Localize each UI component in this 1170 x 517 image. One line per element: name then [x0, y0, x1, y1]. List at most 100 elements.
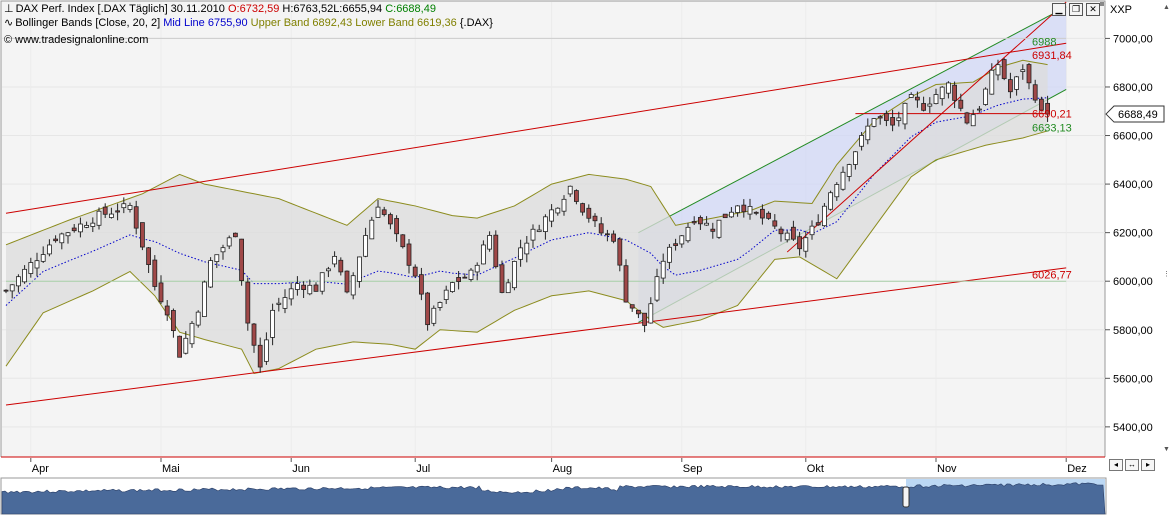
vertical-grip-icon[interactable]: ⋮: [1163, 271, 1170, 278]
candle-body: [512, 261, 517, 289]
candle-body: [580, 203, 585, 213]
candle-body: [1008, 79, 1013, 93]
close-icon[interactable]: ✕: [1086, 3, 1100, 16]
trend-line: [5, 42, 1067, 214]
x-tick-label: Nov: [937, 463, 957, 475]
candle-body: [735, 205, 740, 213]
candle-body: [772, 220, 778, 227]
candle-body: [208, 260, 214, 288]
price-label: 6633,13: [1032, 122, 1072, 134]
candle-body: [431, 307, 437, 324]
candle-body: [412, 266, 418, 277]
candle-body: [301, 284, 307, 290]
candle-body: [574, 190, 579, 202]
scroll-controls: ◂ ↔ ▸: [1109, 459, 1155, 471]
x-tick-label: Okt: [807, 463, 824, 475]
candle-body: [1039, 98, 1044, 111]
candle-body: [226, 237, 232, 247]
legend-indicator: ∿ Bollinger Bands [Close, 20, 2] Mid Line…: [4, 17, 493, 30]
x-tick-label: Mai: [162, 463, 180, 475]
candle-body: [487, 235, 493, 250]
candle-body: [995, 64, 1001, 76]
scroll-down-icon[interactable]: ▼: [1163, 446, 1170, 453]
candle-body: [338, 259, 344, 273]
candle-body: [34, 260, 40, 269]
candle-body: [406, 243, 412, 266]
low-value: L:6655,94: [333, 3, 383, 15]
candle-body: [536, 229, 542, 232]
price-label: 6988: [1032, 36, 1056, 48]
scroll-up-icon[interactable]: ▲: [1163, 4, 1170, 11]
candle-body: [890, 117, 895, 126]
copyright-text: © www.tradesignalonline.com: [4, 34, 149, 46]
instrument-title: DAX Perf. Index [.DAX Täglich] 30.11.201…: [15, 3, 225, 15]
candle-body: [257, 344, 263, 368]
candle-body: [586, 207, 592, 219]
candle-body: [139, 222, 145, 248]
candle-body: [698, 217, 703, 225]
candle-body: [263, 339, 269, 362]
candle-body: [480, 244, 486, 265]
candle-body: [84, 225, 89, 228]
candle-body: [691, 221, 697, 224]
candle-body: [567, 185, 573, 195]
candle-body: [989, 69, 995, 95]
candle-body: [133, 206, 139, 229]
scroll-right-icon[interactable]: ▸: [1141, 459, 1155, 471]
trend-line: [786, 1, 1067, 253]
candle-body: [902, 102, 908, 125]
candle-body: [189, 322, 195, 345]
candle-body: [387, 214, 393, 225]
trend-lines[interactable]: [5, 1, 1067, 406]
candle-body: [834, 184, 840, 198]
candle-body: [815, 222, 821, 226]
candle-body: [71, 227, 77, 232]
candle-body: [983, 88, 988, 105]
candle-body: [282, 297, 288, 309]
candle-body: [605, 233, 610, 236]
y-tick-label: 6400,00: [1113, 179, 1153, 191]
open-value: O:6732,59: [227, 3, 280, 15]
overview-navigator[interactable]: [0, 477, 1107, 515]
band-fill: [6, 60, 1048, 374]
candle-body: [220, 247, 226, 253]
candle-body: [474, 264, 480, 273]
axis-mode-button[interactable]: XXP: [1110, 4, 1133, 16]
candle-body: [679, 235, 685, 245]
candle-body: [518, 247, 523, 260]
candle-body: [822, 205, 827, 227]
x-tick-label: Sep: [683, 463, 703, 475]
candle-body: [195, 311, 201, 326]
candle-body: [741, 204, 747, 213]
restore-icon[interactable]: ❐: [1069, 3, 1083, 16]
x-tick-label: Jul: [416, 463, 430, 475]
scroll-left-icon[interactable]: ◂: [1109, 459, 1123, 471]
y-tick-label: 7000,00: [1113, 33, 1153, 45]
candle-body: [915, 96, 920, 101]
minimize-icon[interactable]: ▁: [1052, 3, 1066, 16]
candle-body: [183, 337, 189, 354]
candle-body: [766, 212, 771, 219]
y-tick-label: 6000,00: [1113, 276, 1153, 288]
candle-body: [96, 210, 102, 226]
candle-body: [828, 192, 833, 210]
candle-body: [400, 234, 406, 248]
price-label: 6026,77: [1032, 270, 1072, 282]
indicator-symbol: {.DAX}: [459, 17, 493, 29]
candle-body: [896, 117, 902, 121]
candle-body: [90, 222, 96, 227]
candle-body: [809, 225, 815, 236]
x-tick-label: Aug: [553, 463, 573, 475]
candle-body: [933, 94, 939, 104]
candle-body: [958, 99, 964, 109]
candle-body: [629, 304, 635, 309]
y-tick-label: 5400,00: [1113, 422, 1153, 434]
candle-body: [78, 223, 83, 233]
candle-body: [617, 238, 623, 266]
candle-body: [381, 209, 387, 215]
zoom-horizontal-icon[interactable]: ↔: [1125, 459, 1139, 471]
candle-body: [673, 243, 678, 246]
candle-body: [561, 198, 567, 212]
